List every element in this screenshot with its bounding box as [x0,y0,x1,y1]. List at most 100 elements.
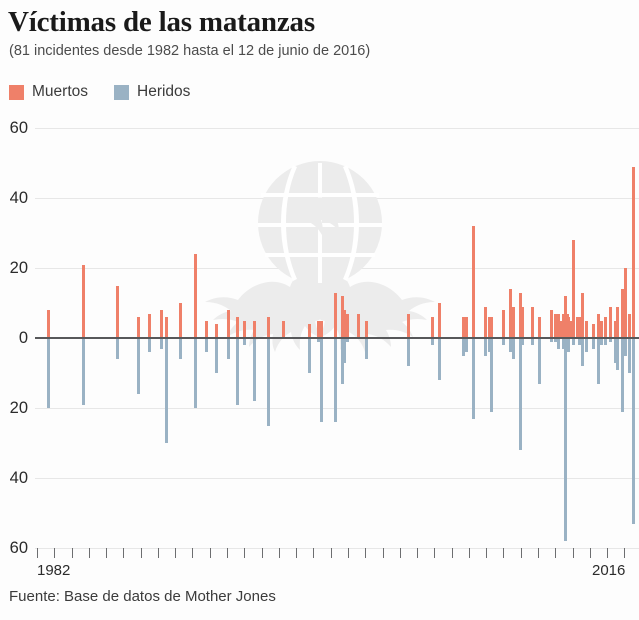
source-note: Fuente: Base de datos de Mother Jones [9,588,276,605]
x-axis [35,548,639,562]
x-axis-tick [88,548,90,558]
bar-heridos [577,338,581,345]
bar-muertos [537,317,541,338]
legend-item-muertos: Muertos [9,83,88,101]
bar-heridos [531,338,535,345]
bar-muertos [487,317,491,338]
bar-muertos [563,296,567,338]
bar-heridos [137,338,141,394]
bar-muertos [584,320,588,338]
bar-heridos [242,338,246,345]
bar-heridos [562,338,566,349]
bar-heridos [116,338,120,359]
x-axis-tick [313,548,315,558]
bar-heridos [596,338,600,384]
y-axis-tick-label: 0 [18,329,28,347]
bar-muertos [252,320,256,338]
x-axis-tick [140,548,142,558]
bar-heridos [567,338,571,352]
chart-bars [35,110,639,555]
bar-heridos [194,338,198,408]
bar-heridos [512,338,516,359]
x-axis-tick [503,548,505,558]
x-axis-tick [589,548,591,558]
bar-muertos [567,317,571,338]
bar-heridos [615,338,619,370]
bar-muertos [465,317,469,338]
x-axis-label-end: 2016 [592,562,626,579]
bar-muertos [556,313,560,338]
y-axis-tick-label: 20 [9,259,28,277]
bar-heridos [489,338,493,412]
plot-inner [35,110,639,555]
bar-muertos [406,313,410,338]
bar-heridos [266,338,270,426]
bar-muertos [242,320,246,338]
bar-heridos [437,338,441,380]
bar-muertos [571,240,575,338]
bar-heridos [320,338,324,422]
bar-heridos [430,338,434,345]
x-axis-tick [537,548,539,558]
bar-heridos [613,338,617,363]
bar-muertos [620,289,624,338]
bar-muertos [346,313,350,338]
x-axis-tick [192,548,194,558]
bar-muertos [615,306,619,338]
bar-heridos [501,338,505,345]
x-axis-tick [54,548,56,558]
x-axis-tick [106,548,108,558]
bar-heridos [252,338,256,401]
x-axis-tick [451,548,453,558]
bar-muertos [461,317,465,338]
bar-heridos [147,338,151,352]
bar-heridos [159,338,163,349]
bar-heridos [484,338,488,356]
x-axis-tick [330,548,332,558]
x-axis-tick [244,548,246,558]
y-axis-tick-label: 20 [9,399,28,417]
bar-muertos [320,320,324,338]
bar-heridos [81,338,85,405]
plot-area [0,110,639,555]
bar-muertos [531,306,535,338]
zero-axis-line [35,337,639,339]
y-axis-labels: 60 40 20 0 20 40 60 [0,110,35,556]
bar-heridos [406,338,410,366]
bar-muertos [520,306,524,338]
legend-label-muertos: Muertos [32,83,88,100]
bar-muertos [575,317,579,338]
bar-muertos [550,310,554,338]
x-axis-tick [227,548,229,558]
page-subtitle: (81 incidentes desde 1982 hasta el 12 de… [9,43,371,59]
x-axis-label-start: 1982 [37,562,71,579]
bar-muertos [613,320,617,338]
bar-heridos [537,338,541,384]
bar-heridos [341,338,345,384]
bar-heridos [632,338,636,524]
bar-muertos [334,292,338,338]
bar-muertos [47,310,51,338]
bar-muertos [632,166,636,338]
x-axis-tick [365,548,367,558]
bar-heridos [204,338,208,352]
bar-muertos [608,306,612,338]
x-axis-tick [382,548,384,558]
bar-muertos [581,292,585,338]
x-axis-tick [555,548,557,558]
bar-muertos [627,313,631,338]
x-axis-tick [71,548,73,558]
bar-muertos [81,264,85,338]
bar-heridos [591,338,595,349]
bar-muertos [577,317,581,338]
x-axis-tick [520,548,522,558]
bar-muertos [137,317,141,338]
bar-muertos [365,320,369,338]
bar-muertos [178,303,182,338]
x-axis-tick [278,548,280,558]
bar-heridos [584,338,588,352]
bar-muertos [472,226,476,338]
x-axis-tick [296,548,298,558]
y-axis-tick-label: 60 [9,119,28,137]
bar-muertos [484,306,488,338]
